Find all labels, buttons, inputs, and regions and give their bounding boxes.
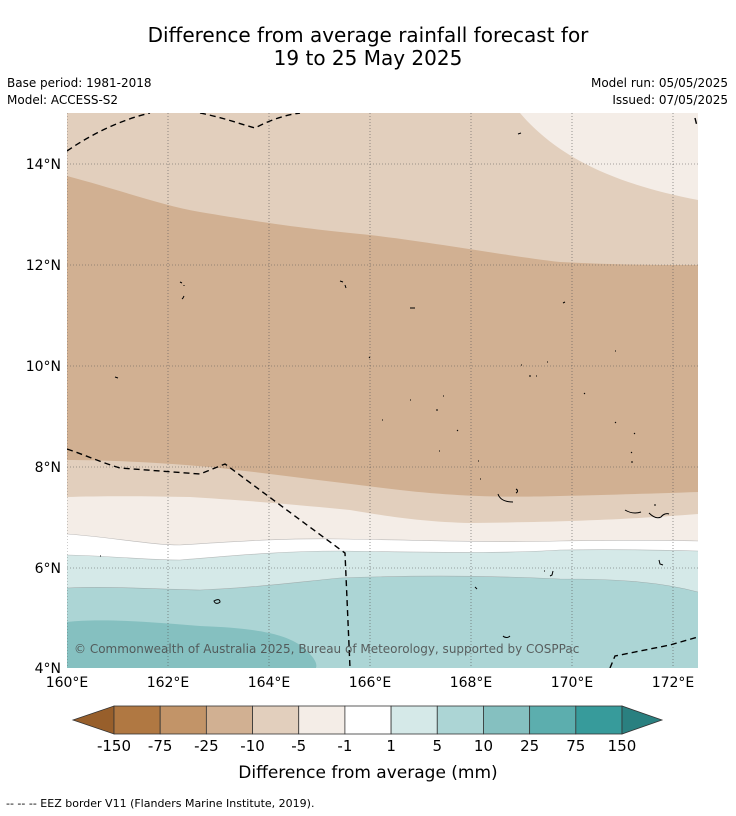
y-tick-label: 14°N — [26, 157, 61, 173]
x-tick-label: 170°E — [551, 675, 594, 691]
y-tick-label: 10°N — [26, 359, 61, 375]
map-title-line1: Difference from average rainfall forecas… — [147, 23, 589, 47]
colorbar-segment — [575, 705, 623, 735]
colorbar-label: -1 — [337, 737, 352, 755]
copyright-text: © Commonwealth of Australia 2025, Bureau… — [74, 642, 579, 656]
map-title-line2: 19 to 25 May 2025 — [273, 46, 463, 70]
colorbar-extend-low — [71, 705, 115, 735]
colorbar-label: 10 — [474, 737, 493, 755]
colorbar-segment — [113, 705, 161, 735]
colorbar-segment — [298, 705, 346, 735]
model-name: Model: ACCESS-S2 — [7, 93, 119, 107]
x-tick-label: 172°E — [652, 675, 695, 691]
base-period: Base period: 1981-2018 — [7, 76, 152, 90]
colorbar-label: -75 — [148, 737, 173, 755]
colorbar-label: 25 — [520, 737, 539, 755]
colorbar-segment — [390, 705, 438, 735]
colorbar-segment — [205, 705, 253, 735]
colorbar-segment — [252, 705, 300, 735]
x-tick-label: 168°E — [450, 675, 493, 691]
y-tick-label: 4°N — [35, 661, 61, 677]
colorbar-label: -10 — [240, 737, 265, 755]
eez-border — [67, 113, 698, 668]
colorbar-segment — [159, 705, 207, 735]
colorbar-label: -5 — [291, 737, 306, 755]
rainfall-map-area: © Commonwealth of Australia 2025, Bureau… — [67, 113, 698, 668]
x-tick-label: 162°E — [147, 675, 190, 691]
colorbar-label: 5 — [432, 737, 442, 755]
x-tick-label: 164°E — [248, 675, 291, 691]
x-axis: 160°E 162°E 164°E 166°E 168°E 170°E 172°… — [46, 675, 695, 691]
colorbar-segment — [436, 705, 484, 735]
colorbar-label: 75 — [566, 737, 585, 755]
eez-footnote: -- -- -- EEZ border V11 (Flanders Marine… — [6, 797, 315, 810]
x-tick-label: 160°E — [46, 675, 89, 691]
y-axis: 14°N 12°N 10°N 8°N 6°N 4°N — [26, 157, 61, 677]
y-tick-label: 8°N — [35, 460, 61, 476]
graticule — [67, 113, 698, 668]
colorbar-label: -25 — [194, 737, 219, 755]
model-run-date: Model run: 05/05/2025 — [590, 76, 728, 90]
colorbar-segment — [529, 705, 577, 735]
colorbar-title: Difference from average (mm) — [238, 763, 497, 783]
colorbar-segment — [483, 705, 531, 735]
colorbar-label: -150 — [97, 737, 131, 755]
colorbar-label: 1 — [386, 737, 396, 755]
colorbar-segment — [344, 705, 392, 735]
issued-date: Issued: 07/05/2025 — [612, 93, 728, 107]
band-neg10-neg25 — [67, 176, 698, 497]
colorbar-extend-high — [621, 705, 664, 735]
colorbar-label: 150 — [608, 737, 637, 755]
band-pos10-pos25 — [67, 620, 317, 668]
y-tick-label: 12°N — [26, 258, 61, 274]
colorbar: -150 -75 -25 -10 -5 -1 1 5 10 25 75 150 — [71, 705, 664, 755]
y-tick-label: 6°N — [35, 561, 61, 577]
x-tick-label: 166°E — [349, 675, 392, 691]
islands — [100, 132, 670, 638]
